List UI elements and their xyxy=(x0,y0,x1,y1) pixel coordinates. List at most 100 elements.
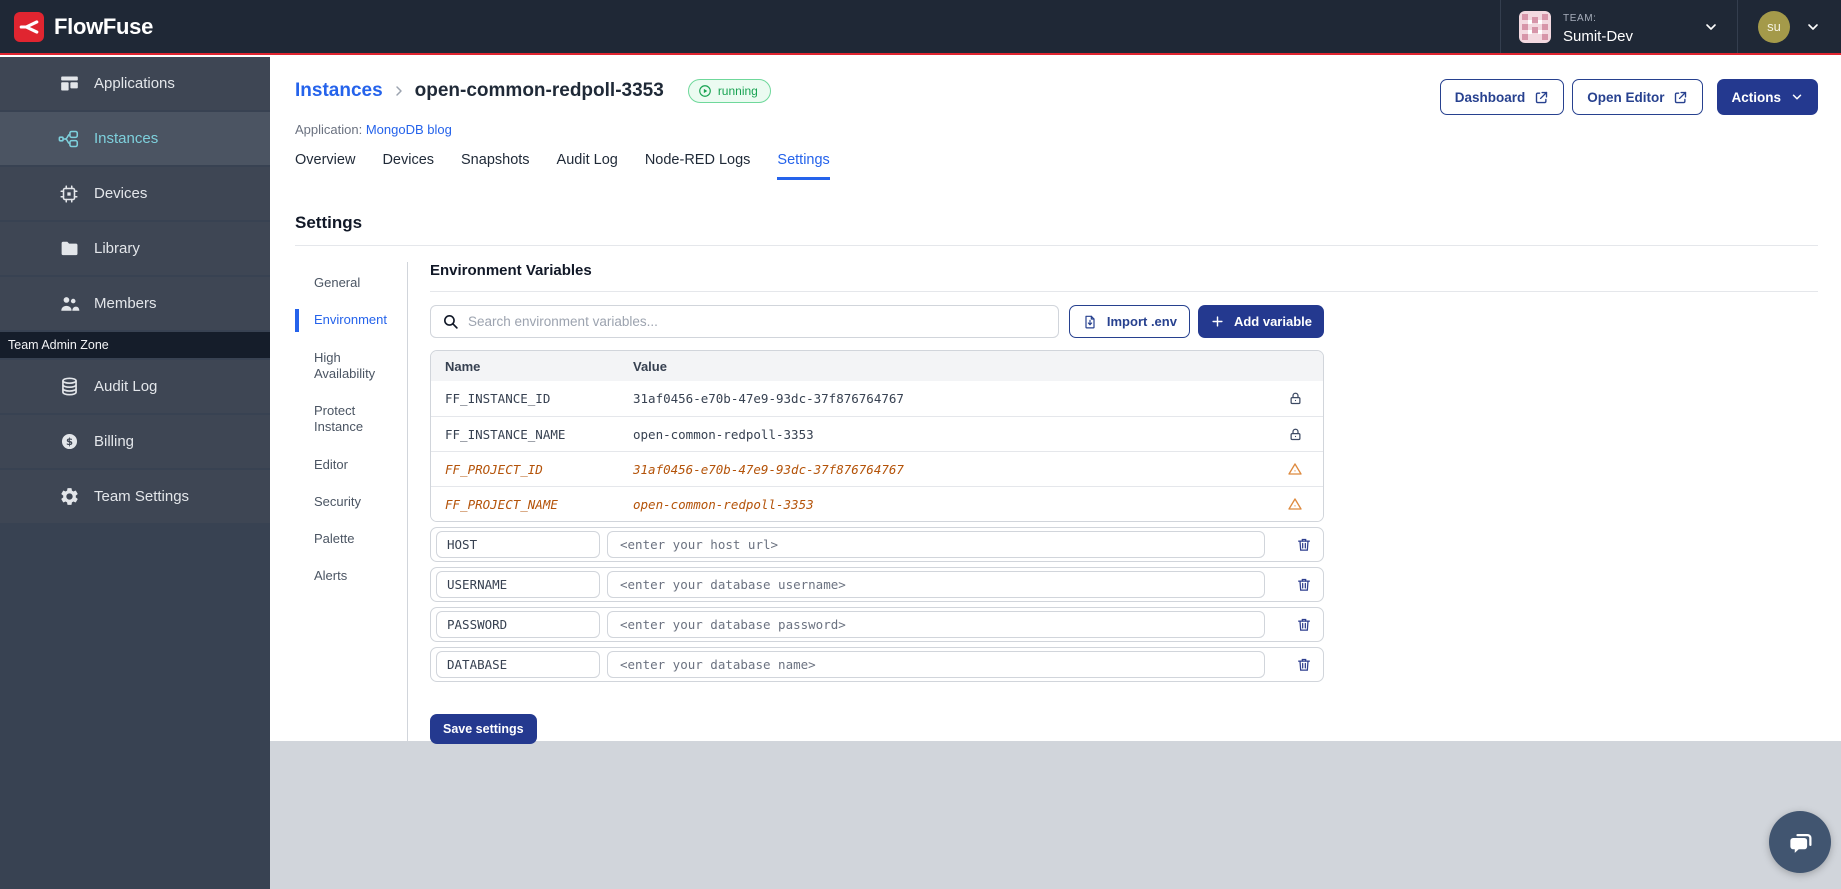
settings-nav-general[interactable]: General xyxy=(314,275,361,290)
add-variable-button[interactable]: Add variable xyxy=(1197,305,1324,338)
open-editor-button[interactable]: Open Editor xyxy=(1572,79,1704,115)
env-name-input[interactable] xyxy=(436,571,600,598)
application-label: Application: xyxy=(295,122,363,137)
chevron-down-icon xyxy=(1792,94,1802,100)
import-env-label: Import .env xyxy=(1106,314,1177,329)
instance-name: open-common-redpoll-3353 xyxy=(414,80,664,101)
svg-text:$: $ xyxy=(66,437,73,448)
env-value-input[interactable] xyxy=(607,571,1265,598)
delete-variable-button[interactable] xyxy=(1294,534,1314,555)
dollar-icon: $ xyxy=(57,431,81,452)
application-link[interactable]: MongoDB blog xyxy=(365,122,452,137)
dashboard-button[interactable]: Dashboard xyxy=(1439,79,1565,115)
warning-icon xyxy=(1267,461,1323,477)
env-editable-row xyxy=(430,607,1324,642)
env-editable-row xyxy=(430,527,1324,562)
sidebar-item-members[interactable]: Members xyxy=(0,277,270,330)
sidebar-item-applications[interactable]: Applications xyxy=(0,57,270,110)
env-value-input[interactable] xyxy=(607,531,1265,558)
play-circle-icon xyxy=(698,85,711,97)
delete-variable-button[interactable] xyxy=(1294,614,1314,635)
breadcrumb: Instances open-common-redpoll-3353 runni… xyxy=(295,79,771,103)
trash-icon xyxy=(1298,538,1310,551)
chevron-down-icon xyxy=(1805,19,1821,35)
search-icon xyxy=(444,315,458,329)
save-settings-button[interactable]: Save settings xyxy=(430,714,537,744)
users-icon xyxy=(57,293,81,315)
env-value: open-common-redpoll-3353 xyxy=(633,426,814,442)
tab-settings[interactable]: Settings xyxy=(777,152,830,180)
env-editable-row xyxy=(430,567,1324,602)
sidebar-item-instances[interactable]: Instances xyxy=(0,112,270,165)
settings-nav-environment[interactable]: Environment xyxy=(295,309,391,332)
table-row: FF_INSTANCE_NAME open-common-redpoll-335… xyxy=(431,416,1323,451)
instance-tabs: Overview Devices Snapshots Audit Log Nod… xyxy=(295,152,1818,180)
delete-variable-button[interactable] xyxy=(1294,574,1314,595)
team-selector[interactable]: TEAM: Sumit-Dev xyxy=(1500,0,1738,53)
env-value-input[interactable] xyxy=(607,651,1265,678)
settings-nav-protect-instance[interactable]: Protect Instance xyxy=(314,403,364,435)
plus-icon xyxy=(1212,316,1223,327)
tab-audit-log[interactable]: Audit Log xyxy=(556,152,618,168)
settings-nav-palette[interactable]: Palette xyxy=(314,531,355,546)
database-icon xyxy=(57,376,81,397)
import-env-button[interactable]: Import .env xyxy=(1068,305,1190,338)
gear-icon xyxy=(57,486,81,507)
column-value: Value xyxy=(633,358,667,374)
tab-node-red-logs[interactable]: Node-RED Logs xyxy=(644,152,751,168)
import-file-icon xyxy=(1085,315,1095,328)
sidebar-item-library[interactable]: Library xyxy=(0,222,270,275)
sidebar-item-billing[interactable]: $ Billing xyxy=(0,415,270,468)
env-name-input[interactable] xyxy=(436,531,600,558)
tab-devices[interactable]: Devices xyxy=(382,152,435,168)
team-admin-zone-label: Team Admin Zone xyxy=(0,332,270,358)
team-avatar xyxy=(1519,10,1551,43)
add-variable-label: Add variable xyxy=(1233,314,1312,329)
status-badge: running xyxy=(687,79,771,103)
breadcrumb-separator-icon xyxy=(391,83,407,99)
chip-icon xyxy=(57,183,81,205)
breadcrumb-instances-link[interactable]: Instances xyxy=(295,80,383,101)
chat-widget-button[interactable] xyxy=(1769,811,1831,873)
search-input[interactable] xyxy=(468,314,1047,329)
env-name: FF_PROJECT_NAME xyxy=(445,496,558,512)
external-link-icon xyxy=(1536,91,1548,103)
sidebar-item-devices[interactable]: Devices xyxy=(0,167,270,220)
flowfuse-logo-icon xyxy=(14,11,44,42)
tab-overview[interactable]: Overview xyxy=(295,152,356,168)
warning-icon xyxy=(1267,496,1323,512)
chat-icon xyxy=(1790,834,1812,853)
trash-icon xyxy=(1298,618,1310,631)
settings-nav-editor[interactable]: Editor xyxy=(314,456,348,472)
sidebar-item-label: Team Settings xyxy=(94,488,190,505)
env-name: FF_INSTANCE_ID xyxy=(445,391,551,406)
env-value: 31af0456-e70b-47e9-93dc-37f876764767 xyxy=(633,461,904,477)
env-value-input[interactable] xyxy=(607,611,1265,638)
table-header: Name Value xyxy=(431,351,1323,381)
env-name-input[interactable] xyxy=(436,651,600,678)
settings-nav-security[interactable]: Security xyxy=(314,493,361,509)
actions-button[interactable]: Actions xyxy=(1717,79,1818,115)
env-editable-row xyxy=(430,647,1324,682)
sidebar-item-audit-log[interactable]: Audit Log xyxy=(0,360,270,413)
settings-nav: General Environment High Availability Pr… xyxy=(295,262,408,744)
env-name: FF_INSTANCE_NAME xyxy=(445,426,566,442)
user-menu[interactable]: su xyxy=(1738,0,1841,53)
external-link-icon xyxy=(1675,91,1687,103)
sidebar-item-label: Devices xyxy=(94,185,148,202)
sidebar-item-label: Billing xyxy=(94,433,135,450)
team-name: Sumit-Dev xyxy=(1563,28,1634,45)
table-row-deprecated: FF_PROJECT_NAME open-common-redpoll-3353 xyxy=(431,486,1323,521)
topbar: FlowFuse xyxy=(0,0,1841,55)
sidebar-item-label: Applications xyxy=(94,75,175,92)
sidebar-item-team-settings[interactable]: Team Settings xyxy=(0,470,270,523)
tab-snapshots[interactable]: Snapshots xyxy=(461,152,530,168)
lock-icon xyxy=(1267,427,1323,442)
settings-nav-high-availability[interactable]: High Availability xyxy=(314,349,376,381)
delete-variable-button[interactable] xyxy=(1294,654,1314,675)
flowfuse-logo[interactable]: FlowFuse xyxy=(0,0,153,53)
settings-nav-alerts[interactable]: Alerts xyxy=(314,568,348,584)
instances-icon xyxy=(57,128,81,150)
env-name-input[interactable] xyxy=(436,611,600,638)
applications-icon xyxy=(57,73,81,94)
